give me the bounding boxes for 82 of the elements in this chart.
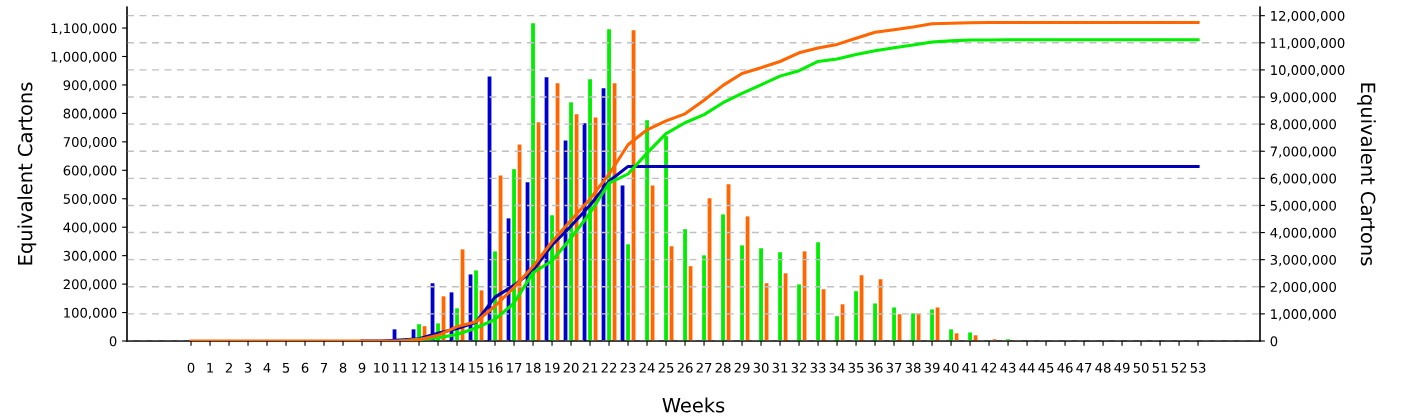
x-tick-label: 8 — [339, 362, 347, 373]
y2-tick-label: 9,000,000 — [1270, 92, 1336, 104]
y2-tick-label: 7,000,000 — [1270, 146, 1336, 158]
x-tick-label: 35 — [848, 362, 864, 373]
y-tick-label: 300,000 — [63, 250, 117, 263]
x-tick-label: 51 — [1152, 362, 1168, 373]
x-tick-label: 21 — [582, 362, 598, 373]
x-tick-label: 9 — [358, 362, 366, 373]
x-tick-label: 42 — [981, 362, 997, 373]
x-tick-label: 20 — [563, 362, 579, 373]
y-tick-label: 0 — [109, 336, 117, 347]
y-tick-label: 100,000 — [64, 307, 117, 320]
y2-tick-label: 11,000,000 — [1271, 38, 1345, 50]
x-tick-label: 50 — [1133, 362, 1149, 373]
y2-tick-label: 3,000,000 — [1270, 254, 1336, 267]
x-tick-label: 13 — [431, 362, 446, 373]
y-tick-label: 600,000 — [63, 165, 117, 177]
y-tick-label: 400,000 — [63, 222, 117, 234]
x-tick-label: 44 — [1019, 362, 1035, 373]
y-tick-label: 1,100,000 — [51, 23, 117, 35]
x-tick-label: 14 — [450, 362, 465, 373]
x-tick-label: 7 — [320, 362, 328, 373]
x-tick-label: 39 — [924, 362, 940, 373]
x-tick-label: 47 — [1076, 362, 1092, 373]
y-tick-label: 1,000,000 — [51, 51, 117, 64]
x-tick-label: 23 — [620, 362, 636, 373]
x-tick-label: 19 — [545, 362, 560, 373]
x-tick-label: 37 — [886, 362, 902, 373]
y2-tick-label: 5,000,000 — [1270, 200, 1336, 212]
y-tick-label: 200,000 — [63, 279, 117, 291]
y2-tick-label: 1,000,000 — [1271, 309, 1336, 321]
x-tick-label: 22 — [601, 362, 617, 373]
x-tick-label: 49 — [1114, 362, 1130, 373]
x-tick-label: 0 — [187, 362, 195, 373]
x-tick-label: 18 — [526, 362, 541, 373]
x-tick-label: 41 — [962, 362, 978, 373]
x-axis-title: Weeks — [662, 397, 725, 413]
x-tick-label: 36 — [867, 362, 883, 373]
x-tick-label: 31 — [772, 362, 788, 373]
y-tick-label: 800,000 — [63, 108, 117, 120]
y2-tick-label: 8,000,000 — [1270, 119, 1336, 131]
y2-tick-label: 2,000,000 — [1270, 282, 1336, 294]
y2-tick-label: 0 — [1270, 336, 1278, 347]
y-tick-label: 700,000 — [63, 137, 117, 149]
x-tick-label: 2 — [225, 362, 232, 373]
x-tick-label: 29 — [734, 362, 750, 373]
x-tick-label: 27 — [696, 362, 712, 373]
x-tick-label: 32 — [791, 362, 807, 373]
x-tick-label: 53 — [1190, 362, 1206, 373]
x-tick-label: 38 — [905, 362, 921, 373]
x-tick-label: 5 — [282, 362, 290, 373]
y2-tick-label: 4,000,000 — [1270, 227, 1336, 240]
y-tick-label: 500,000 — [63, 193, 117, 206]
x-tick-label: 46 — [1057, 362, 1073, 373]
x-tick-label: 11 — [393, 362, 408, 373]
x-tick-label: 28 — [715, 362, 731, 373]
x-tick-label: 16 — [488, 362, 503, 373]
y2-tick-label: 6,000,000 — [1270, 173, 1336, 185]
y2-tick-label: 10,000,000 — [1271, 65, 1345, 77]
x-tick-label: 3 — [244, 362, 252, 373]
x-tick-label: 34 — [829, 362, 845, 373]
x-tick-label: 25 — [658, 362, 674, 373]
y-tick-label: 900,000 — [63, 80, 117, 92]
x-tick-label: 40 — [943, 362, 959, 373]
x-tick-label: 45 — [1038, 362, 1054, 373]
x-tick-label: 48 — [1095, 362, 1111, 373]
x-tick-label: 33 — [810, 362, 826, 373]
x-tick-label: 1 — [207, 362, 214, 373]
x-tick-label: 30 — [753, 362, 769, 373]
x-tick-label: 52 — [1171, 362, 1187, 373]
x-tick-label: 4 — [263, 362, 271, 373]
x-tick-label: 26 — [677, 362, 693, 373]
x-tick-label: 24 — [639, 362, 655, 373]
y-axis-title: Equivalent Cartons — [17, 82, 37, 265]
x-tick-label: 15 — [469, 362, 484, 373]
y2-tick-label: 12,000,000 — [1271, 10, 1345, 23]
x-tick-label: 43 — [1000, 362, 1016, 373]
x-tick-label: 12 — [412, 362, 427, 373]
x-tick-label: 17 — [507, 362, 522, 373]
x-tick-label: 10 — [374, 362, 389, 373]
x-tick-label: 6 — [301, 362, 309, 373]
y2-axis-title: Equivalent Cartons — [1357, 83, 1376, 266]
